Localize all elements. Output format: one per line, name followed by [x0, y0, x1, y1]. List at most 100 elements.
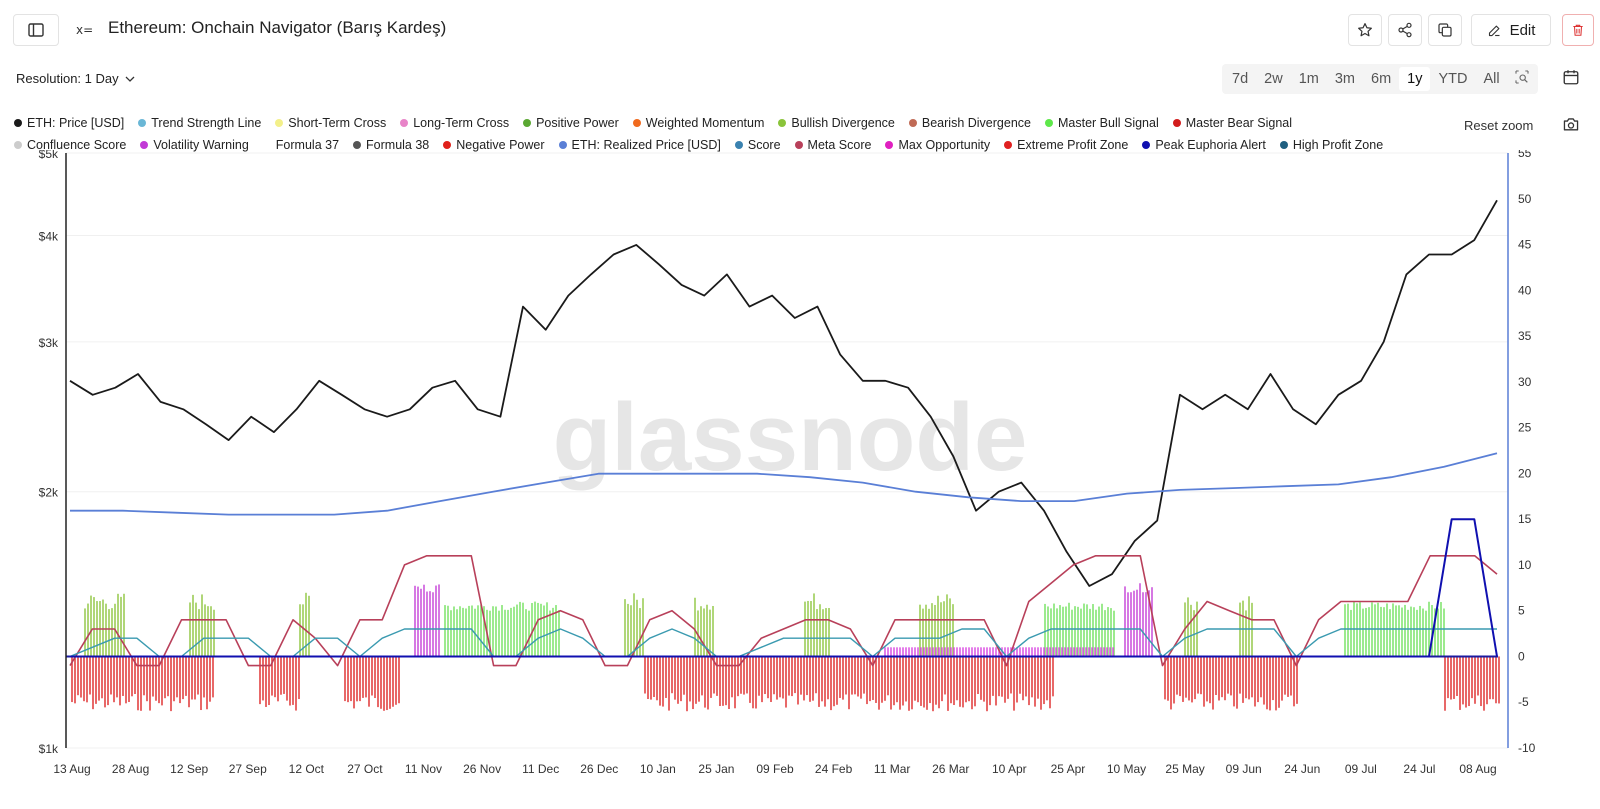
x-tick-label: 10 May	[1107, 762, 1146, 776]
x-tick-label: 28 Aug	[112, 762, 149, 776]
legend-item[interactable]: Score	[734, 138, 781, 152]
legend-dot	[794, 141, 803, 149]
legend-item[interactable]: Positive Power	[523, 116, 619, 130]
zoom-area-icon	[1515, 70, 1529, 84]
y-left-tick-label: $2k	[39, 486, 59, 500]
legend-item[interactable]: Short-Term Cross	[275, 116, 386, 130]
y-right-tick-label: 40	[1518, 283, 1532, 297]
x-tick-label: 10 Jan	[640, 762, 676, 776]
legend-item[interactable]: High Profit Zone	[1279, 138, 1383, 152]
top-bar: x= Ethereum: Onchain Navigator (Barış Ka…	[0, 0, 1600, 60]
x-tick-label: 25 May	[1165, 762, 1204, 776]
legend-dot	[908, 119, 917, 127]
legend-item[interactable]: Bearish Divergence	[908, 116, 1031, 130]
x-tick-label: 25 Apr	[1051, 762, 1086, 776]
legend-item[interactable]: ETH: Realized Price [USD]	[558, 138, 721, 152]
legend-label: Master Bear Signal	[1185, 116, 1293, 130]
legend-item[interactable]: Extreme Profit Zone	[1004, 138, 1128, 152]
chart-legend: ETH: Price [USD] Trend Strength Line Short…	[14, 112, 1434, 156]
legend-item[interactable]: Master Bull Signal	[1044, 116, 1159, 130]
legend-dot	[558, 141, 567, 149]
legend-item[interactable]: Formula 38	[353, 138, 429, 152]
y-right-tick-label: 55	[1518, 150, 1532, 160]
reset-zoom-button[interactable]: Reset zoom	[1464, 118, 1534, 133]
screenshot-button[interactable]	[1562, 116, 1580, 137]
calendar-button[interactable]	[1562, 68, 1580, 91]
resolution-select[interactable]: Resolution: 1 Day	[16, 71, 135, 86]
range-all[interactable]: All	[1483, 71, 1500, 87]
y-left-tick-label: $5k	[39, 150, 59, 161]
series-line	[70, 452, 1498, 516]
y-right-tick-label: 30	[1518, 375, 1532, 389]
edit-button[interactable]: Edit	[1471, 14, 1551, 46]
legend-item[interactable]: Max Opportunity	[885, 138, 990, 152]
favorite-button[interactable]	[1348, 14, 1382, 46]
axes: $5k$4k$3k$2k$1k5550454035302520151050-5-…	[39, 150, 1536, 776]
legend-dot	[275, 119, 284, 127]
gridlines	[66, 152, 1508, 749]
range-7d[interactable]: 7d	[1232, 71, 1249, 87]
legend-item[interactable]: Master Bear Signal	[1172, 116, 1293, 130]
x-tick-label: 12 Sep	[170, 762, 208, 776]
legend-item[interactable]: ETH: Price [USD]	[14, 116, 124, 130]
legend-dot	[14, 119, 22, 127]
legend-item[interactable]: Peak Euphoria Alert	[1142, 138, 1266, 152]
legend-label: ETH: Price [USD]	[27, 116, 125, 130]
calendar-icon	[1563, 70, 1579, 85]
sidebar-toggle-button[interactable]	[13, 14, 59, 46]
legend-dot	[734, 141, 743, 149]
legend-label: Max Opportunity	[898, 138, 991, 152]
series-line	[69, 628, 1497, 658]
chart-area[interactable]: glassnode $5k$4k$3k$2k$1k555045403530252…	[0, 150, 1600, 809]
y-left-tick-label: $4k	[39, 229, 59, 243]
legend-item[interactable]: Formula 37	[262, 138, 339, 152]
y-right-tick-label: 45	[1518, 238, 1532, 252]
x-tick-label: 11 Dec	[522, 762, 559, 776]
share-icon	[1398, 22, 1412, 38]
formula-icon[interactable]: x=	[76, 22, 93, 43]
legend-dot	[523, 119, 532, 127]
duplicate-button[interactable]	[1428, 14, 1462, 46]
legend-label: ETH: Realized Price [USD]	[571, 138, 721, 152]
y-right-tick-label: -10	[1518, 741, 1536, 755]
x-tick-label: 26 Dec	[580, 762, 618, 776]
x-tick-label: 26 Nov	[463, 762, 501, 776]
legend-item[interactable]: Long-Term Cross	[400, 116, 509, 130]
range-ytd[interactable]: YTD	[1438, 71, 1468, 87]
legend-item[interactable]: Weighted Momentum	[632, 116, 764, 130]
legend-item[interactable]: Volatility Warning	[140, 138, 249, 152]
range-1y[interactable]: 1y	[1399, 67, 1431, 91]
y-right-tick-label: 50	[1518, 192, 1532, 206]
delete-button[interactable]	[1562, 14, 1594, 46]
sidebar-icon	[28, 23, 44, 37]
legend-item[interactable]: Negative Power	[443, 138, 545, 152]
zoom-select-button[interactable]	[1508, 65, 1536, 93]
legend-item[interactable]: Meta Score	[794, 138, 872, 152]
legend-dot	[778, 119, 787, 127]
legend-dot	[443, 141, 452, 149]
y-right-tick-label: 20	[1518, 466, 1532, 480]
series-lines	[69, 199, 1498, 667]
chevron-down-icon	[125, 76, 135, 82]
range-1m[interactable]: 1m	[1298, 71, 1319, 87]
legend-dot	[1279, 141, 1288, 149]
legend-label: Trend Strength Line	[151, 116, 262, 130]
y-right-tick-label: 15	[1518, 512, 1532, 526]
y-left-tick-label: $3k	[39, 336, 59, 350]
range-2w[interactable]: 2w	[1264, 71, 1283, 87]
range-3m[interactable]: 3m	[1334, 71, 1355, 87]
range-6m[interactable]: 6m	[1371, 71, 1392, 87]
legend-label: Long-Term Cross	[413, 116, 510, 130]
legend-label: Meta Score	[807, 138, 872, 152]
legend-item[interactable]: Trend Strength Line	[138, 116, 261, 130]
y-right-tick-label: 10	[1518, 558, 1532, 572]
legend-item[interactable]: Confluence Score	[14, 138, 126, 152]
legend-item[interactable]: Bullish Divergence	[778, 116, 895, 130]
resolution-label: Resolution: 1 Day	[16, 71, 119, 86]
x-tick-label: 09 Feb	[756, 762, 794, 776]
x-tick-label: 11 Nov	[405, 762, 442, 776]
legend-dot	[400, 119, 409, 127]
share-button[interactable]	[1388, 14, 1422, 46]
legend-label: Short-Term Cross	[288, 116, 387, 130]
x-tick-label: 11 Mar	[874, 762, 910, 776]
